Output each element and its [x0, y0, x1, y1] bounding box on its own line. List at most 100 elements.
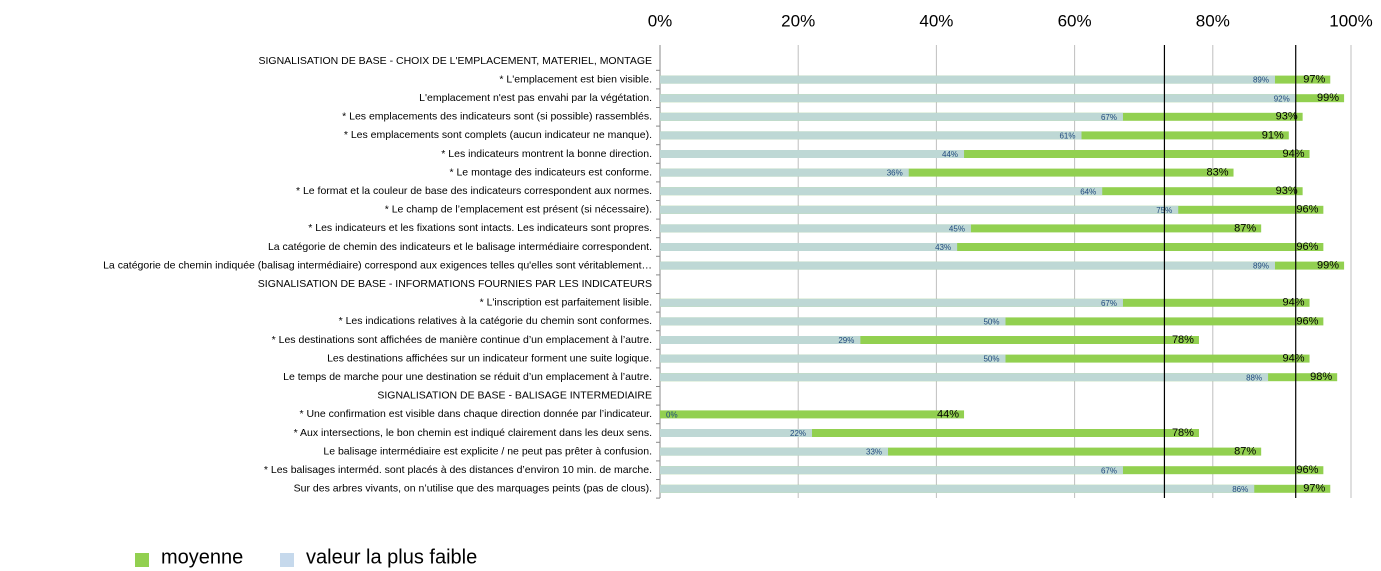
bar-lowest [660, 336, 861, 344]
category-label: * Les indications relatives à la catégor… [339, 315, 652, 327]
lowest-label: 44% [942, 150, 958, 159]
average-label: 98% [1310, 371, 1332, 383]
bar-moyenne [660, 336, 1199, 344]
bar-lowest [660, 112, 1123, 121]
lowest-label: 92% [1274, 94, 1290, 103]
category-label: * Les emplacements des indicateurs sont … [342, 111, 652, 123]
category-label: SIGNALISATION DE BASE - CHOIX DE L'EMPLA… [259, 55, 653, 67]
average-label: 94% [1283, 148, 1305, 160]
bar-lowest [660, 187, 1103, 196]
lowest-label: 89% [1253, 76, 1269, 85]
lowest-label: 45% [949, 225, 965, 234]
category-label: Sur des arbres vivants, on n’utilise que… [294, 483, 652, 495]
category-label: SIGNALISATION DE BASE - BALISAGE INTERME… [377, 390, 652, 402]
bar-moyenne [660, 168, 1234, 177]
category-label: * Les indicateurs et les fixations sont … [308, 222, 652, 234]
average-label: 97% [1303, 483, 1325, 495]
legend-swatch [280, 553, 294, 567]
category-label: * L'inscription est parfaitement lisible… [480, 297, 652, 309]
lowest-label: 67% [1101, 299, 1117, 308]
lowest-label: 89% [1253, 262, 1269, 271]
x-tick-label: 80% [1196, 11, 1230, 30]
bar-lowest [660, 484, 1255, 493]
legend-label: valeur la plus faible [306, 546, 477, 568]
average-label: 78% [1172, 334, 1194, 346]
bar-lowest [660, 447, 889, 456]
average-label: 99% [1317, 260, 1339, 272]
average-label: 87% [1234, 222, 1256, 234]
bar-moyenne [660, 447, 1262, 456]
category-label: SIGNALISATION DE BASE - INFORMATIONS FOU… [258, 278, 652, 290]
category-label: Le temps de marche pour une destination … [283, 371, 652, 383]
bar-moyenne [660, 410, 965, 419]
average-label: 97% [1303, 74, 1325, 86]
bar-lowest [660, 298, 1123, 307]
category-label: * Les emplacements sont complets (aucun … [344, 129, 652, 141]
average-label: 44% [937, 408, 959, 420]
average-label: 96% [1296, 204, 1318, 216]
lowest-label: 33% [866, 448, 882, 457]
lowest-label: 36% [887, 169, 903, 178]
x-tick-label: 40% [919, 11, 953, 30]
average-label: 91% [1262, 129, 1284, 141]
bar-lowest [660, 224, 971, 233]
category-label: * Le montage des indicateurs est conform… [449, 166, 652, 178]
lowest-label: 67% [1101, 466, 1117, 475]
average-label: 96% [1296, 315, 1318, 327]
lowest-label: 0% [666, 411, 678, 420]
average-label: 83% [1206, 167, 1228, 179]
category-label: * Les balisages interméd. sont placés à … [264, 464, 652, 476]
lowest-label: 29% [838, 336, 854, 345]
lowest-label: 64% [1080, 187, 1096, 196]
category-label: * Le format et la couleur de base des in… [296, 185, 652, 197]
bar-moyenne [660, 243, 1324, 251]
category-label: * Aux intersections, le bon chemin est i… [294, 427, 652, 439]
x-tick-label: 100% [1329, 11, 1372, 30]
average-label: 93% [1276, 111, 1298, 123]
category-label: * Une confirmation est visible dans chaq… [299, 408, 652, 420]
bar-lowest [660, 317, 1006, 326]
lowest-label: 61% [1059, 132, 1075, 141]
bar-lowest [660, 243, 958, 251]
bar-lowest [660, 354, 1006, 363]
bar-lowest [660, 168, 909, 177]
lowest-label: 50% [983, 318, 999, 327]
lowest-label: 43% [935, 243, 951, 252]
bar-lowest [660, 94, 1296, 103]
lowest-label: 22% [790, 429, 806, 438]
bar-lowest [660, 205, 1179, 214]
bar-moyenne [660, 150, 1310, 158]
lowest-label: 86% [1232, 485, 1248, 494]
lowest-label: 67% [1101, 113, 1117, 122]
bar-lowest [660, 261, 1275, 270]
category-label: Les destinations affichées sur un indica… [327, 352, 652, 364]
legend-label: moyenne [161, 546, 243, 568]
lowest-label: 88% [1246, 373, 1262, 382]
average-label: 99% [1317, 92, 1339, 104]
average-label: 96% [1296, 241, 1318, 253]
average-label: 96% [1296, 464, 1318, 476]
category-label: * Les indicateurs montrent la bonne dire… [441, 148, 652, 160]
bar-lowest [660, 150, 965, 158]
bar-lowest [660, 429, 813, 437]
legend-swatch [135, 553, 149, 567]
bar-moyenne [660, 429, 1199, 437]
average-label: 94% [1283, 297, 1305, 309]
average-label: 94% [1283, 353, 1305, 365]
bar-lowest [660, 75, 1275, 84]
x-tick-label: 60% [1058, 11, 1092, 30]
category-label: * L'emplacement est bien visible. [499, 73, 652, 85]
bar-lowest [660, 373, 1269, 382]
category-label: La catégorie de chemin des indicateurs e… [268, 241, 652, 253]
average-label: 78% [1172, 427, 1194, 439]
category-label: La catégorie de chemin indiquée (balisag… [103, 259, 652, 271]
category-label: * Les destinations sont affichées de man… [272, 334, 652, 346]
category-label: Le balisage intermédiaire est explicite … [323, 445, 652, 457]
bar-lowest [660, 131, 1082, 140]
average-label: 93% [1276, 185, 1298, 197]
average-label: 87% [1234, 446, 1256, 458]
bar-lowest [660, 466, 1123, 475]
category-label: L'emplacement n'est pas envahi par la vé… [419, 92, 652, 104]
x-tick-label: 0% [648, 11, 673, 30]
